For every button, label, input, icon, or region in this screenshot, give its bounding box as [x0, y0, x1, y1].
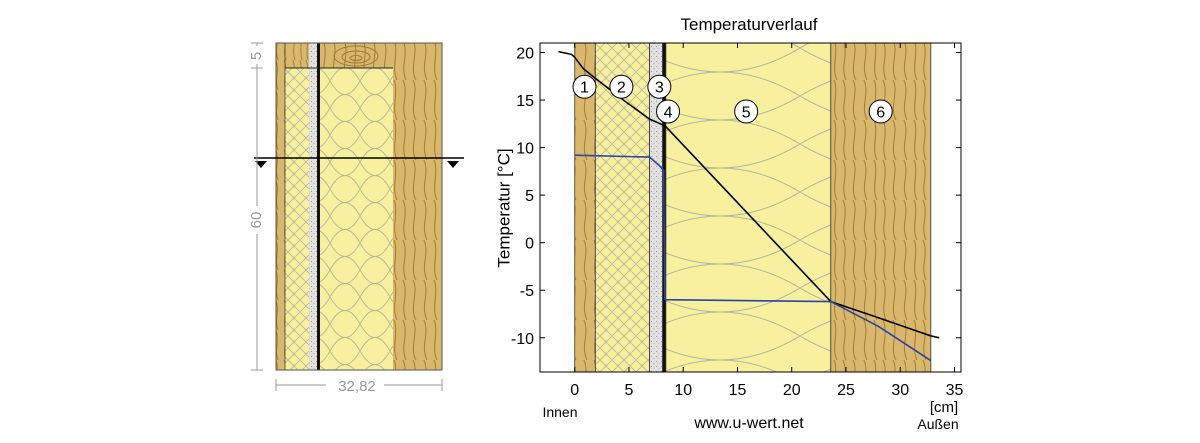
y-tick-label: 15	[516, 93, 534, 110]
dimension-main: 60	[248, 212, 265, 229]
layer-label-1: 1	[572, 74, 597, 99]
cut-marker-right-icon	[447, 161, 459, 168]
layer-label-5: 5	[734, 99, 759, 124]
layer-label-circle	[609, 74, 634, 99]
x-tick-label: 35	[946, 382, 964, 399]
x-tick-label: 15	[729, 382, 747, 399]
section-board	[309, 43, 317, 370]
section-membrane	[317, 43, 320, 370]
y-tick-label: 10	[516, 141, 534, 158]
layer-label-number: 4	[664, 104, 673, 121]
section-fibre-insulation	[285, 68, 309, 370]
section-outline	[275, 42, 443, 371]
dim-top-bg	[248, 46, 266, 64]
layer-5	[665, 43, 832, 372]
layer-label-circle	[572, 74, 597, 99]
x-tick-label: 30	[891, 382, 909, 399]
section-top-rail	[285, 43, 309, 68]
dimension-total: 32,82	[338, 378, 376, 395]
cut-marker-left-icon	[255, 161, 267, 168]
chart-title: Temperaturverlauf	[680, 15, 817, 34]
y-tick-label: 5	[525, 188, 534, 205]
x-tick-label: 0	[570, 382, 579, 399]
layer-label-4: 4	[656, 99, 681, 124]
x-axis-unit: [cm]	[930, 399, 958, 416]
chart-layers	[574, 43, 932, 372]
section-batten	[276, 43, 285, 370]
dimension-top: 5	[248, 52, 265, 60]
dewpoint-line	[574, 154, 932, 362]
layer-labels: 1 2 34 5 6	[572, 74, 893, 124]
footer-url: www.u-wert.net	[693, 415, 804, 432]
layer-label-circle	[647, 74, 672, 99]
layer-label-number: 5	[742, 104, 751, 121]
y-axis-label: Temperatur [°C]	[494, 148, 513, 267]
layer-label-circle	[868, 99, 893, 124]
outside-label: Außen	[917, 416, 958, 432]
dim-total-bg	[326, 376, 384, 394]
layer-label-circle	[656, 99, 681, 124]
layer-label-number: 6	[876, 104, 885, 121]
layer-label-number: 2	[617, 80, 626, 97]
y-tick-label: -5	[520, 283, 534, 300]
wall-section: 5 60 32,82	[248, 42, 464, 395]
plot-frame	[539, 42, 962, 373]
dim-main-bg	[248, 206, 266, 234]
layer-label-3: 3	[647, 74, 672, 99]
chart-series	[558, 50, 940, 362]
y-tick-label: -10	[511, 331, 534, 348]
y-tick-label: 0	[525, 236, 534, 253]
section-knot	[333, 45, 379, 67]
layer-label-number: 3	[655, 80, 664, 97]
y-tick-label: 20	[516, 46, 534, 63]
layer-label-6: 6	[868, 99, 893, 124]
x-tick-label: 5	[625, 382, 634, 399]
x-tick-label: 25	[837, 382, 855, 399]
layer-label-number: 1	[580, 80, 589, 97]
temperature-line	[558, 50, 940, 339]
layer-6	[830, 43, 932, 372]
x-tick-label: 20	[783, 382, 801, 399]
inside-label: Innen	[542, 404, 577, 420]
layer-label-circle	[734, 99, 759, 124]
section-main-insulation	[320, 68, 393, 370]
x-tick-label: 10	[674, 382, 692, 399]
layer-label-2: 2	[609, 74, 634, 99]
section-cladding	[393, 43, 442, 370]
